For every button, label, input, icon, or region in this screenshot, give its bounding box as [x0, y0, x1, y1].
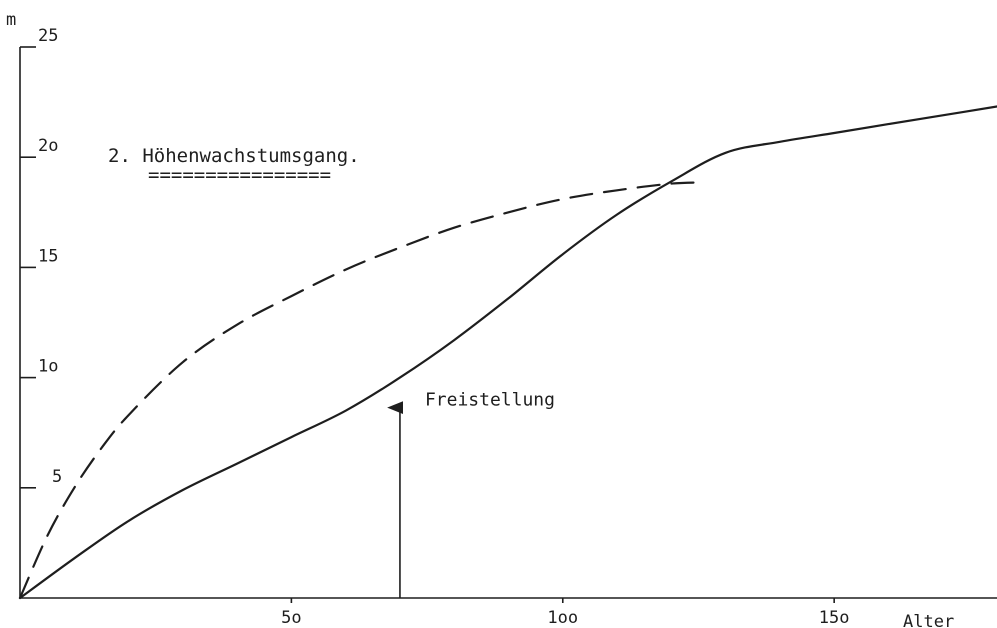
x-tick-label: 1oo — [547, 608, 578, 628]
y-tick-label: 15 — [38, 246, 58, 266]
series-dashed-line — [18, 181, 705, 600]
chart-title-underline: ================ — [148, 164, 331, 186]
chart-title: 2. Höhenwachstumsgang. — [108, 145, 360, 167]
y-axis-ticks: 5 1o 15 2o 25 — [20, 26, 62, 489]
freistellung-label: Freistellung — [425, 390, 555, 411]
x-axis-label: Alter — [903, 612, 954, 628]
y-axis-unit-label: m — [6, 10, 16, 30]
x-axis-ticks: 5o 1oo 15o — [281, 598, 850, 628]
y-tick-label: 25 — [38, 26, 58, 46]
y-tick-label: 1o — [38, 357, 58, 377]
x-tick-label: 15o — [819, 608, 850, 628]
y-tick-label: 2o — [38, 136, 58, 156]
y-tick-label: 5 — [52, 467, 62, 487]
x-tick-label: 5o — [281, 608, 301, 628]
series-solid-line — [18, 105, 997, 600]
